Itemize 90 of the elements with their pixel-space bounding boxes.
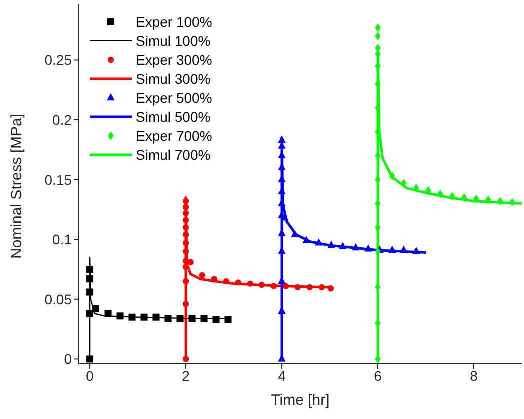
x-tick-label: 8 [470, 368, 478, 384]
legend-label: Exper 100% [136, 14, 212, 30]
point [86, 288, 94, 296]
x-tick-label: 0 [86, 368, 94, 384]
point [375, 24, 381, 32]
point [182, 248, 190, 255]
point [182, 210, 190, 216]
point [86, 310, 94, 318]
point [223, 278, 230, 285]
point [182, 356, 190, 362]
point [182, 278, 190, 285]
point [188, 315, 196, 322]
y-tick-label: 0 [64, 351, 72, 368]
point [388, 246, 396, 253]
point [182, 232, 190, 238]
point [450, 192, 456, 200]
point [182, 258, 190, 264]
y-axis-title: Nominal Stress [MPa] [8, 114, 26, 259]
legend-label: Simul 700% [136, 146, 211, 162]
point [294, 284, 301, 291]
point [247, 280, 254, 287]
point [176, 315, 184, 322]
point [164, 315, 172, 322]
point [375, 32, 381, 40]
point [270, 283, 277, 290]
point [426, 186, 432, 194]
point [339, 242, 346, 250]
legend-label: Simul 500% [136, 108, 211, 124]
point [104, 310, 112, 318]
point [278, 136, 286, 143]
point [258, 282, 265, 288]
point [375, 284, 381, 292]
point [328, 241, 335, 248]
point [182, 204, 190, 210]
y-tick-label: 0.15 [44, 172, 72, 188]
point [235, 280, 242, 286]
point [291, 230, 298, 238]
point [375, 104, 381, 112]
point [140, 314, 148, 321]
y-tick-label: 0.1 [52, 232, 72, 248]
point [474, 195, 480, 203]
point [318, 284, 325, 291]
point [486, 196, 492, 204]
point [282, 283, 289, 290]
x-tick-label: 2 [182, 368, 190, 384]
point [224, 316, 232, 324]
point [414, 184, 420, 192]
point [200, 315, 208, 322]
x-tick-label: 6 [374, 368, 382, 384]
point [182, 301, 190, 308]
point [328, 286, 334, 292]
point [510, 198, 516, 206]
point [498, 197, 504, 206]
point [400, 246, 408, 253]
point [152, 314, 160, 321]
point [352, 244, 360, 251]
point [86, 356, 94, 363]
point [315, 239, 322, 246]
point [212, 316, 220, 324]
point [462, 194, 468, 202]
point [188, 259, 194, 266]
point [375, 248, 381, 256]
legend-label: Exper 300% [136, 52, 212, 68]
legend-label: Simul 300% [136, 70, 211, 86]
point [390, 172, 396, 180]
y-tick-label: 0.05 [44, 291, 72, 308]
point [92, 305, 100, 312]
y-tick-label: 0.25 [44, 52, 72, 68]
x-tick-label: 4 [278, 368, 286, 384]
point [182, 224, 190, 231]
legend-label: Simul 100% [136, 32, 211, 48]
point [182, 217, 190, 224]
point [182, 198, 190, 204]
point [303, 236, 310, 244]
point [86, 276, 94, 283]
x-axis-title: Time [hr] [271, 392, 330, 409]
y-tick-label: 0.2 [52, 112, 72, 128]
legend-label: Exper 500% [136, 90, 212, 106]
point [438, 190, 444, 198]
point [375, 128, 381, 136]
point [412, 247, 420, 254]
point [86, 266, 94, 274]
point [199, 272, 206, 279]
point [116, 312, 124, 320]
point [182, 240, 190, 246]
legend-label: Exper 700% [136, 128, 212, 144]
point [401, 180, 407, 188]
point [364, 245, 372, 252]
point [306, 284, 313, 291]
point [128, 314, 136, 321]
